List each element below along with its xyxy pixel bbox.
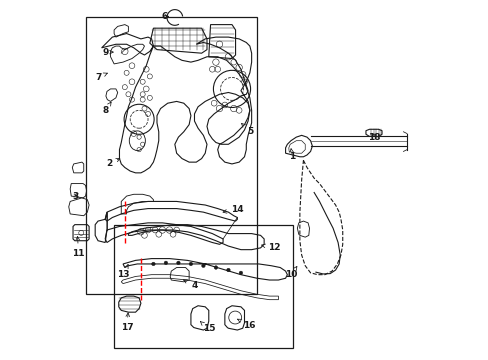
Text: 3: 3 [72,192,79,201]
Text: 13: 13 [117,265,129,279]
Text: 12: 12 [261,243,280,252]
Circle shape [226,268,230,272]
Circle shape [201,264,205,267]
Circle shape [151,262,155,266]
Text: 9: 9 [102,48,113,57]
Text: 11: 11 [72,237,84,258]
Text: 17: 17 [121,313,133,332]
Text: 1: 1 [288,149,295,161]
Text: 6: 6 [162,12,168,21]
Text: 2: 2 [106,158,120,168]
Text: 16: 16 [237,319,255,330]
Bar [114,225,292,348]
Circle shape [176,261,180,265]
Text: 15: 15 [200,321,215,333]
Bar [85,18,257,294]
Circle shape [239,271,242,275]
Text: 7: 7 [95,73,107,82]
Text: 10: 10 [285,266,297,279]
Text: 18: 18 [367,133,380,142]
Text: 8: 8 [102,102,111,115]
Circle shape [189,262,192,266]
Text: 14: 14 [223,205,243,214]
Text: 5: 5 [241,123,253,136]
Circle shape [214,266,217,269]
Circle shape [164,261,167,265]
Text: 4: 4 [183,280,198,290]
